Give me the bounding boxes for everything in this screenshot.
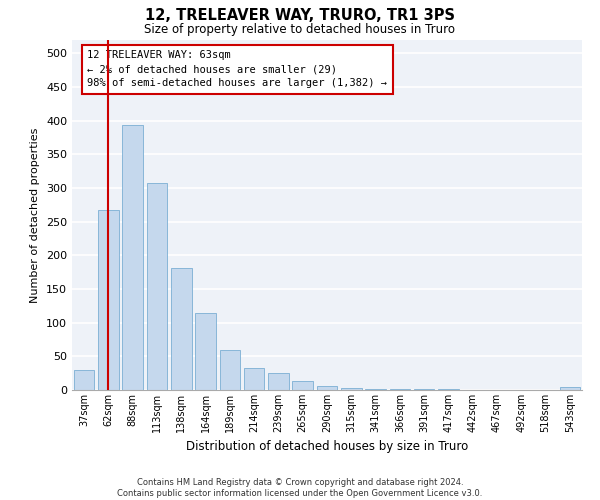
Text: Size of property relative to detached houses in Truro: Size of property relative to detached ho… <box>145 22 455 36</box>
Bar <box>341 388 362 390</box>
Bar <box>292 380 313 390</box>
Bar <box>195 314 216 390</box>
Bar <box>317 386 337 390</box>
Bar <box>122 126 143 390</box>
Bar <box>146 182 167 390</box>
Text: 12 TRELEAVER WAY: 63sqm
← 2% of detached houses are smaller (29)
98% of semi-det: 12 TRELEAVER WAY: 63sqm ← 2% of detached… <box>88 50 388 88</box>
Bar <box>171 268 191 390</box>
Bar <box>98 210 119 390</box>
Bar <box>74 370 94 390</box>
Bar <box>244 368 265 390</box>
Text: Contains HM Land Registry data © Crown copyright and database right 2024.
Contai: Contains HM Land Registry data © Crown c… <box>118 478 482 498</box>
X-axis label: Distribution of detached houses by size in Truro: Distribution of detached houses by size … <box>186 440 468 454</box>
Bar <box>268 372 289 390</box>
Y-axis label: Number of detached properties: Number of detached properties <box>31 128 40 302</box>
Bar <box>560 388 580 390</box>
Bar <box>220 350 240 390</box>
Text: 12, TRELEAVER WAY, TRURO, TR1 3PS: 12, TRELEAVER WAY, TRURO, TR1 3PS <box>145 8 455 22</box>
